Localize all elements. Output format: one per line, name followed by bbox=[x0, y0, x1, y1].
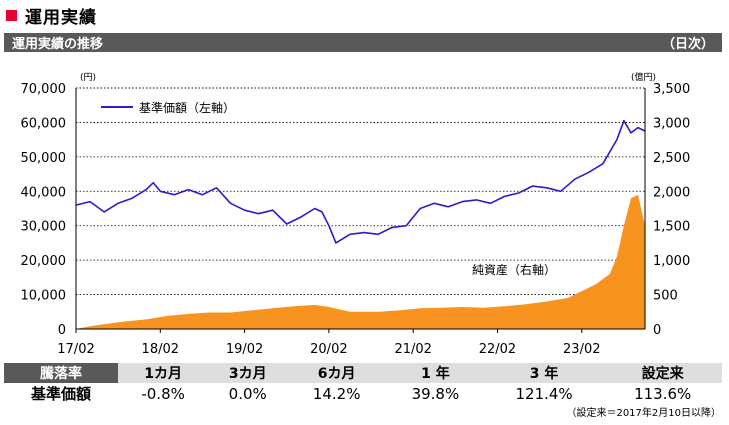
right-tick-label: 3,000 bbox=[653, 116, 690, 131]
right-tick-label: 2,500 bbox=[653, 151, 690, 166]
page-title-row: 運用実績 bbox=[6, 3, 97, 28]
right-tick-label: 1,000 bbox=[653, 254, 690, 269]
period-1y: 1 年 bbox=[386, 363, 485, 383]
return-6m: 14.2% bbox=[312, 384, 361, 403]
period-6m: 6カ月 bbox=[287, 363, 387, 383]
area-label: 純資産（右軸） bbox=[472, 262, 556, 277]
page-title: 運用実績 bbox=[25, 7, 97, 28]
right-axis-unit: (億円) bbox=[631, 71, 656, 83]
title-marker bbox=[6, 9, 17, 21]
performance-chart: 0 0 10,000 500 20,000 1,000 30,000 1,500 40,000 2… bbox=[21, 71, 691, 357]
return-3y: 121.4% bbox=[515, 384, 573, 403]
period-3y: 3 年 bbox=[484, 363, 604, 383]
left-tick-label: 60,000 bbox=[21, 116, 67, 131]
section-period: （日次） bbox=[661, 37, 714, 52]
right-tick-label: 1,500 bbox=[653, 220, 690, 235]
performance-value-row: 基準価額 -0.8% 0.0% 14.2% 39.8% 121.4% 113.6… bbox=[4, 383, 722, 404]
right-tick-label: 2,000 bbox=[653, 185, 690, 200]
performance-header-row: 騰落率 1カ月 3カ月 6カ月 1 年 3 年 設定来 bbox=[4, 363, 722, 383]
return-1y: 39.8% bbox=[411, 384, 460, 403]
right-tick-label: 500 bbox=[653, 289, 678, 304]
left-tick-label: 0 bbox=[58, 323, 66, 338]
period-since-inception: 設定来 bbox=[603, 363, 722, 383]
x-tick-label: 23/02 bbox=[563, 342, 600, 357]
left-tick-label: 10,000 bbox=[21, 289, 67, 304]
x-tick-label: 19/02 bbox=[226, 342, 263, 357]
left-tick-label: 30,000 bbox=[21, 220, 67, 235]
x-tick-label: 21/02 bbox=[394, 342, 431, 357]
period-3m: 3カ月 bbox=[208, 363, 288, 383]
return-since-inception: 113.6% bbox=[634, 384, 692, 403]
x-tick-label: 22/02 bbox=[479, 342, 516, 357]
left-tick-label: 70,000 bbox=[21, 82, 67, 97]
left-tick-label: 50,000 bbox=[21, 151, 67, 166]
x-tick-label: 18/02 bbox=[142, 342, 179, 357]
right-tick-label: 3,500 bbox=[653, 82, 690, 97]
inception-footnote: （設定来＝2017年2月10日以降） bbox=[566, 408, 721, 419]
nav-label: 基準価額 bbox=[30, 385, 91, 403]
right-tick-label: 0 bbox=[653, 323, 661, 338]
nav-line bbox=[75, 119, 646, 244]
section-header-bar: 運用実績の推移 （日次） bbox=[4, 33, 722, 52]
return-label: 騰落率 bbox=[4, 363, 118, 383]
legend-label: 基準価額（左軸） bbox=[139, 100, 235, 115]
left-axis-unit: (円) bbox=[80, 72, 96, 83]
section-title: 運用実績の推移 bbox=[12, 37, 104, 52]
x-tick-label: 17/02 bbox=[57, 342, 94, 357]
x-tick-label: 20/02 bbox=[310, 342, 347, 357]
left-tick-label: 20,000 bbox=[21, 254, 67, 269]
left-tick-label: 40,000 bbox=[21, 185, 67, 200]
return-3m: 0.0% bbox=[228, 384, 267, 403]
period-1m: 1カ月 bbox=[118, 363, 209, 383]
performance-table: 騰落率 1カ月 3カ月 6カ月 1 年 3 年 設定来 基準価額 -0.8% 0… bbox=[4, 363, 722, 404]
net-assets-area bbox=[76, 194, 645, 329]
return-1m: -0.8% bbox=[141, 384, 185, 403]
